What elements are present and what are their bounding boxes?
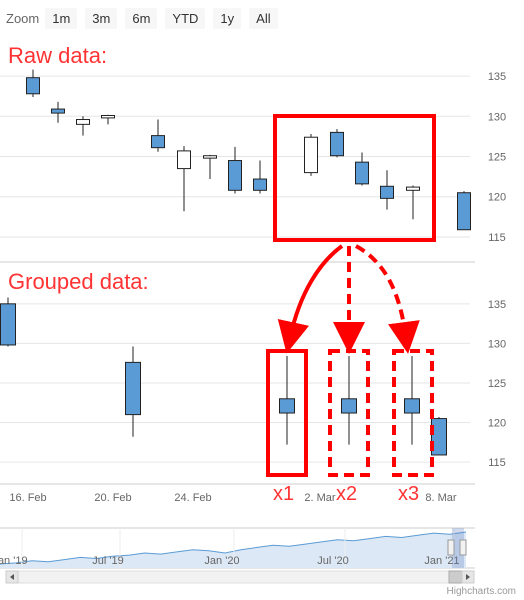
grouped-y-tick-label: 130 — [488, 338, 506, 350]
scrollbar-left-arrow-icon — [10, 574, 14, 580]
group-label-x2: x2 — [336, 483, 357, 505]
navigator-tick-label: Jul '20 — [317, 555, 348, 567]
raw-candle-body — [304, 136, 318, 174]
raw-candle-body — [203, 155, 217, 159]
group-label-x1: x1 — [273, 483, 294, 505]
zoom-button-6m[interactable]: 6m — [125, 7, 158, 29]
x-tick-label: 24. Feb — [174, 492, 211, 504]
grouped-y-tick-label: 135 — [488, 299, 506, 311]
grouped-y-tick-label: 120 — [488, 418, 506, 430]
grouped-candle-body — [404, 398, 420, 414]
scrollbar-right-arrow-icon — [466, 574, 470, 580]
raw-y-tick-label: 125 — [488, 152, 506, 164]
raw-candle-body — [406, 186, 420, 191]
navigator-handle-left — [447, 539, 455, 556]
raw-data-annotation: Raw data: — [8, 43, 107, 68]
grouped-candle-body — [431, 418, 447, 456]
zoom-button-3m[interactable]: 3m — [85, 7, 118, 29]
raw-candle-body — [330, 131, 344, 157]
grouped-y-tick-label: 115 — [488, 457, 506, 469]
navigator-tick-label: Jan '21 — [424, 555, 459, 567]
navigator-selection — [452, 528, 464, 568]
x-tick-label: 8. Mar — [425, 492, 457, 504]
zoom-button-1y[interactable]: 1y — [213, 7, 242, 29]
grouped-candle-body — [341, 398, 357, 414]
x-tick-label: 20. Feb — [94, 492, 131, 504]
x-tick-label: 16. Feb — [9, 492, 46, 504]
raw-candle-body — [253, 178, 267, 191]
navigator-tick-label: Jan '19 — [0, 555, 28, 567]
scrollbar-track — [5, 570, 466, 584]
raw-y-tick-label: 135 — [488, 71, 506, 83]
raw-candle-body — [457, 192, 471, 231]
raw-candle-body — [101, 115, 115, 119]
navigator-tick-label: Jan '20 — [204, 555, 239, 567]
raw-selection-box — [273, 114, 436, 242]
grouped-candle-body — [279, 398, 295, 414]
raw-y-tick-label: 120 — [488, 192, 506, 204]
raw-candle-body — [228, 160, 242, 191]
grouped-data-annotation: Grouped data: — [8, 269, 149, 294]
raw-candle-body — [355, 161, 369, 185]
zoom-button-ytd[interactable]: YTD — [165, 7, 206, 29]
zoom-button-all[interactable]: All — [249, 7, 278, 29]
raw-y-tick-label: 115 — [488, 232, 506, 244]
raw-candle-body — [151, 135, 165, 149]
zoom-button-1m[interactable]: 1m — [45, 7, 78, 29]
scrollbar-thumb — [448, 570, 463, 584]
grouped-candle-body — [125, 361, 141, 416]
raw-candle-body — [51, 108, 65, 114]
arrow-to-x1 — [277, 244, 344, 354]
group-label-x3: x3 — [398, 483, 419, 505]
grouped-y-tick-label: 125 — [488, 378, 506, 390]
raw-candle-body — [76, 119, 90, 125]
zoom-range-selector: Zoom 1m 3m 6m YTD 1y All — [6, 6, 286, 30]
raw-candle-body — [26, 77, 40, 95]
raw-y-tick-label: 130 — [488, 111, 506, 123]
arrow-to-x3 — [355, 244, 420, 354]
zoom-label: Zoom — [6, 10, 40, 26]
x-tick-label: 2. Mar — [304, 492, 336, 504]
grouped-candle-body — [0, 303, 16, 346]
credits-link[interactable]: Highcharts.com — [446, 586, 516, 597]
navigator-series-line — [0, 531, 467, 565]
raw-candle-body — [380, 185, 394, 199]
raw-candle-body — [177, 150, 191, 170]
navigator-tick-label: Jul '19 — [92, 555, 123, 567]
navigator-handle-right — [459, 539, 467, 556]
